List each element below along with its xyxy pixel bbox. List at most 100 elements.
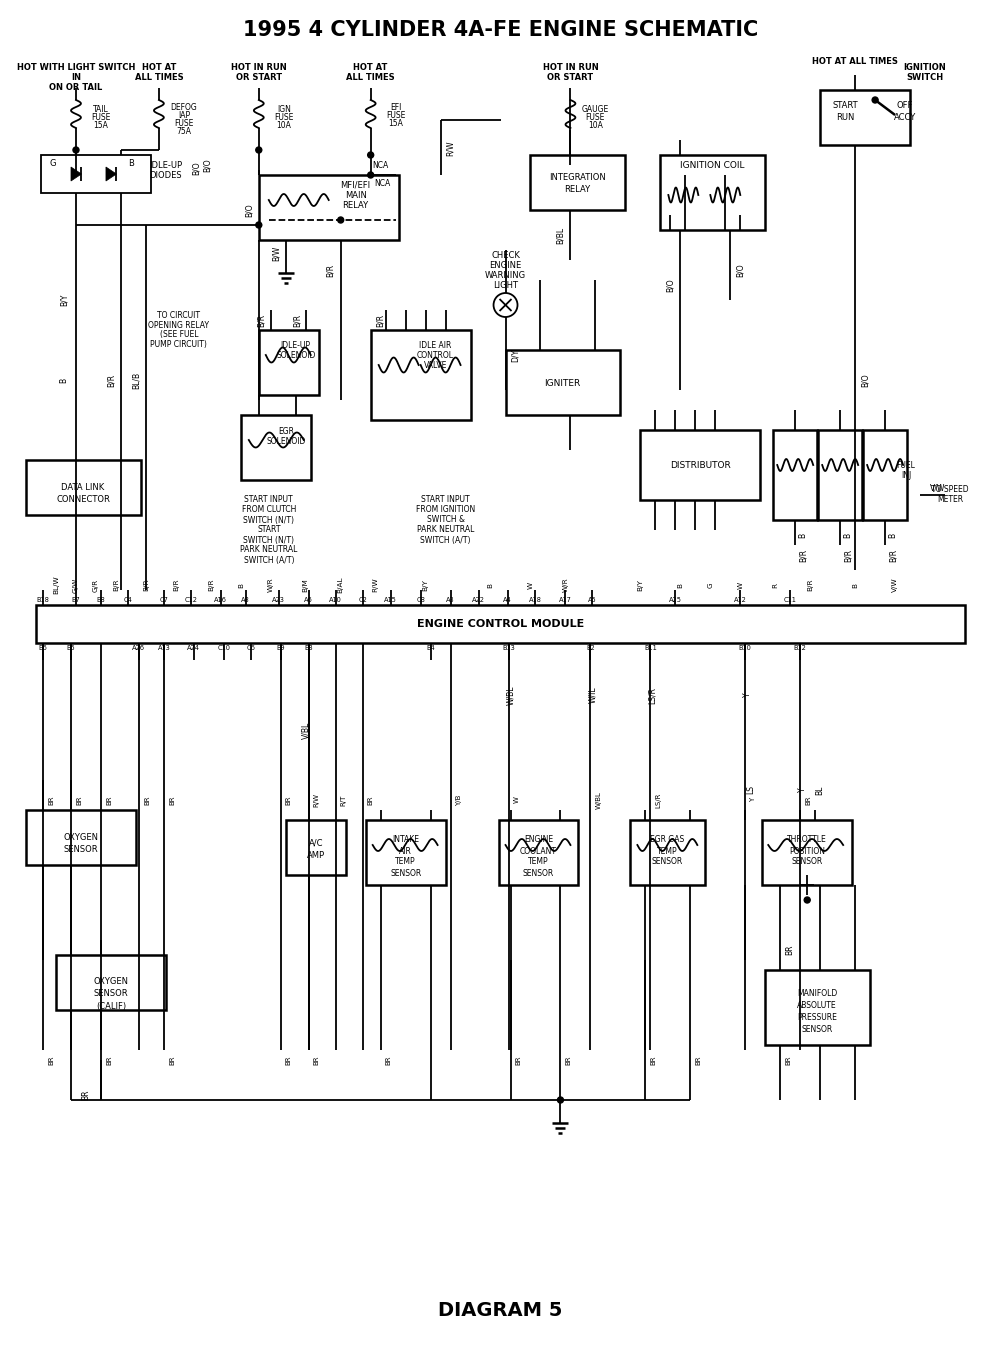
Text: BL/B: BL/B <box>131 371 140 389</box>
Text: B/R: B/R <box>143 579 149 591</box>
Text: Y: Y <box>798 787 807 793</box>
Text: BR: BR <box>106 1055 112 1065</box>
Text: C8: C8 <box>416 598 425 603</box>
Text: ENGINE: ENGINE <box>524 836 553 844</box>
Text: BR: BR <box>386 1055 392 1065</box>
Text: V/W: V/W <box>930 483 946 493</box>
Bar <box>773 429 817 520</box>
Text: Y/B: Y/B <box>456 794 462 806</box>
Text: EGR GAS: EGR GAS <box>650 836 684 844</box>
Text: RUN: RUN <box>836 113 854 122</box>
Text: W/BL: W/BL <box>506 685 515 705</box>
Text: A18: A18 <box>529 598 542 603</box>
Text: MANIFOLD: MANIFOLD <box>797 988 837 997</box>
Text: B12: B12 <box>794 645 807 651</box>
Bar <box>506 350 620 415</box>
Text: B/O: B/O <box>666 279 675 292</box>
Text: B/Y: B/Y <box>637 579 643 591</box>
Text: COOLANT: COOLANT <box>520 847 557 856</box>
Text: AMP: AMP <box>307 851 325 860</box>
Text: BR: BR <box>106 795 112 805</box>
Text: ON OR TAIL: ON OR TAIL <box>49 83 103 93</box>
Text: ALL TIMES: ALL TIMES <box>346 74 395 82</box>
Text: W/R: W/R <box>268 577 274 592</box>
Text: BR: BR <box>76 795 82 805</box>
Text: C10: C10 <box>217 645 230 651</box>
Text: A12: A12 <box>734 598 747 603</box>
Text: V/BL: V/BL <box>301 721 310 739</box>
Circle shape <box>804 896 810 903</box>
Circle shape <box>557 1097 563 1102</box>
Text: FUSE: FUSE <box>274 113 293 122</box>
Text: 1995 4 CYLINDER 4A-FE ENGINE SCHEMATIC: 1995 4 CYLINDER 4A-FE ENGINE SCHEMATIC <box>243 20 758 40</box>
Text: G/W: G/W <box>73 577 79 592</box>
Text: 10A: 10A <box>588 121 603 131</box>
Text: W/R: W/R <box>562 577 568 592</box>
Text: START: START <box>832 101 858 109</box>
Text: CONTROL: CONTROL <box>417 350 454 359</box>
Text: ACCY: ACCY <box>894 113 916 122</box>
Text: HOT AT: HOT AT <box>353 63 388 73</box>
Text: LS/R: LS/R <box>648 686 657 704</box>
Text: TEMP: TEMP <box>657 847 678 856</box>
Text: B/AL: B/AL <box>338 576 344 594</box>
Text: OR START: OR START <box>547 74 594 82</box>
Bar <box>530 155 625 210</box>
Text: B9: B9 <box>276 645 285 651</box>
Text: BL/W: BL/W <box>53 576 59 595</box>
Text: B: B <box>799 533 808 537</box>
Text: PUMP CIRCUIT): PUMP CIRCUIT) <box>150 341 207 350</box>
Bar <box>241 415 311 481</box>
Text: SENSOR: SENSOR <box>523 868 554 878</box>
Text: B/O: B/O <box>202 159 211 172</box>
Text: SENSOR: SENSOR <box>792 857 823 867</box>
Text: R: R <box>772 583 778 587</box>
Text: ALL TIMES: ALL TIMES <box>135 74 183 82</box>
Text: B/Y: B/Y <box>59 293 68 306</box>
Bar <box>41 155 151 192</box>
Bar <box>660 155 765 230</box>
Text: SENSOR: SENSOR <box>94 989 128 999</box>
Text: SWITCH (N/T): SWITCH (N/T) <box>243 536 294 545</box>
Text: BR: BR <box>565 1055 571 1065</box>
Bar <box>259 330 319 394</box>
Text: FUEL: FUEL <box>897 460 916 470</box>
Text: TO CIRCUIT: TO CIRCUIT <box>157 311 200 319</box>
Text: GAUGE: GAUGE <box>582 105 609 114</box>
Text: OR START: OR START <box>236 74 282 82</box>
Text: W/IL: W/IL <box>588 686 597 704</box>
Circle shape <box>338 217 344 223</box>
Text: THROTTLE: THROTTLE <box>787 836 827 844</box>
Text: R/W: R/W <box>314 793 320 808</box>
Text: ENGINE CONTROL MODULE: ENGINE CONTROL MODULE <box>417 619 584 629</box>
Text: B11: B11 <box>644 645 657 651</box>
Text: 10A: 10A <box>276 121 291 131</box>
Text: R/T: R/T <box>341 794 347 806</box>
Text: SENSOR: SENSOR <box>802 1024 833 1034</box>
Text: A17: A17 <box>559 598 572 603</box>
Text: HOT AT: HOT AT <box>142 63 176 73</box>
Circle shape <box>368 172 374 178</box>
Text: BR: BR <box>169 1055 175 1065</box>
Text: B/R: B/R <box>889 548 898 561</box>
Text: LS/R: LS/R <box>655 793 661 808</box>
Text: B4: B4 <box>426 645 435 651</box>
Text: IDLE-UP: IDLE-UP <box>149 160 182 170</box>
Text: TAIL: TAIL <box>93 105 109 114</box>
Text: OXYGEN: OXYGEN <box>93 977 128 987</box>
Text: BR: BR <box>650 1055 656 1065</box>
Text: SWITCH (A/T): SWITCH (A/T) <box>420 536 471 545</box>
Text: B/R: B/R <box>106 373 115 386</box>
Text: SOLENOID: SOLENOID <box>276 350 315 359</box>
Text: BR: BR <box>169 795 175 805</box>
Text: C4: C4 <box>123 598 132 603</box>
Text: B/W: B/W <box>271 245 280 261</box>
Text: SOLENOID: SOLENOID <box>266 437 305 447</box>
Text: SWITCH &: SWITCH & <box>427 516 465 525</box>
Text: B/BL: B/BL <box>556 226 565 244</box>
Circle shape <box>872 97 878 104</box>
Text: OFF: OFF <box>897 101 913 109</box>
Text: C11: C11 <box>784 598 797 603</box>
Text: B: B <box>852 583 858 587</box>
Bar <box>26 810 136 865</box>
